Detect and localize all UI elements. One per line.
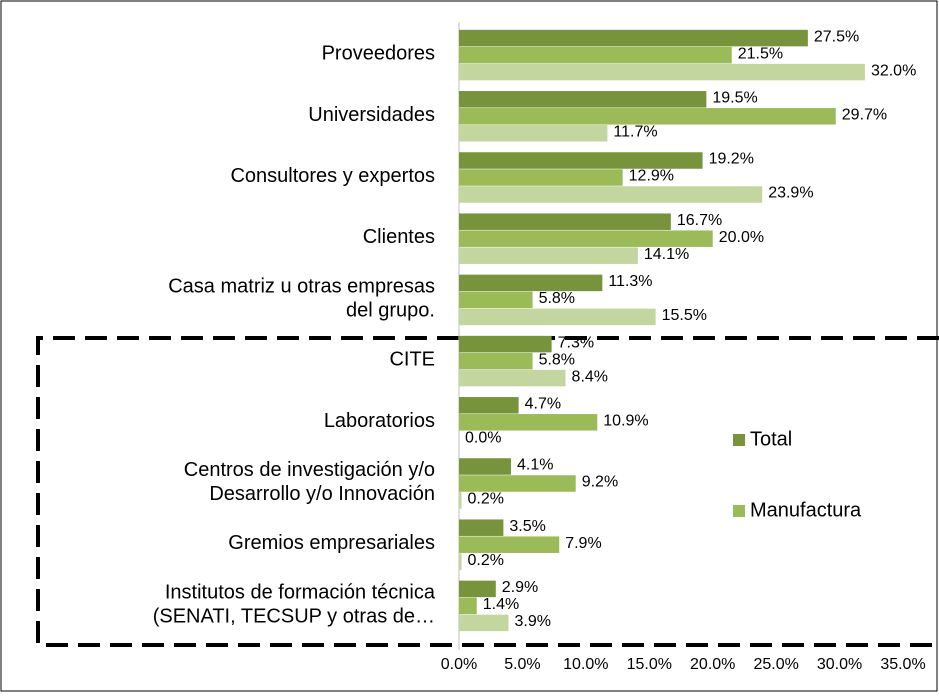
value-label: 2.9% — [502, 579, 538, 596]
bar — [459, 29, 808, 47]
x-tick-label: 20.0% — [690, 656, 735, 673]
category-label: Proveedores — [322, 43, 435, 65]
bar — [459, 475, 576, 492]
bar — [459, 308, 656, 326]
value-label: 4.1% — [517, 457, 553, 474]
value-label: 9.2% — [582, 474, 618, 491]
value-label: 10.9% — [603, 413, 648, 430]
legend-label: Manufactura — [750, 499, 862, 521]
value-label: 0.0% — [465, 430, 501, 447]
value-label: 11.7% — [613, 124, 657, 141]
bar — [459, 397, 519, 414]
category-label: Clientes — [363, 226, 435, 248]
bar — [459, 414, 598, 431]
bar — [459, 152, 703, 169]
x-tick-label: 35.0% — [880, 656, 925, 673]
value-label: 19.5% — [712, 90, 757, 107]
bar — [459, 553, 462, 570]
category-label: CITE — [389, 349, 435, 371]
value-label: 7.3% — [558, 334, 594, 351]
value-label: 4.7% — [525, 396, 561, 413]
legend-swatch — [733, 434, 745, 446]
bar — [459, 536, 560, 553]
bar — [459, 274, 603, 292]
bar — [459, 369, 566, 387]
bar — [459, 213, 671, 230]
value-label: 3.5% — [509, 518, 545, 535]
value-label: 32.0% — [871, 62, 916, 79]
x-tick-label: 15.0% — [627, 656, 672, 673]
x-tick-label: 0.0% — [441, 656, 477, 673]
bar — [459, 519, 504, 536]
value-label: 12.9% — [629, 168, 674, 185]
category-label: Centros de investigación y/o Desarrollo y… — [184, 459, 435, 505]
bar — [459, 186, 763, 203]
value-label: 0.2% — [468, 491, 504, 508]
value-label: 11.3% — [608, 273, 652, 290]
value-label: 29.7% — [842, 107, 887, 124]
bar — [459, 125, 608, 142]
value-label: 8.4% — [572, 368, 608, 385]
bar — [459, 46, 732, 64]
bar — [459, 247, 638, 264]
value-label: 15.5% — [662, 307, 707, 324]
bar — [459, 169, 623, 186]
value-label: 27.5% — [814, 28, 859, 45]
value-label: 19.2% — [709, 151, 754, 168]
value-label: 23.9% — [768, 185, 813, 202]
value-label: 7.9% — [565, 535, 601, 552]
category-label: Consultores y expertos — [230, 165, 435, 187]
bar — [459, 458, 512, 475]
bar — [459, 580, 496, 598]
category-label: Casa matriz u otras empresas del grupo. — [168, 276, 435, 322]
value-label: 5.8% — [539, 290, 575, 307]
value-label: 0.2% — [468, 552, 504, 569]
category-label: Gremios empresariales — [228, 532, 435, 554]
value-label: 21.5% — [738, 45, 783, 62]
value-label: 1.4% — [483, 596, 519, 613]
legend-swatch — [733, 505, 745, 517]
bar — [459, 63, 865, 81]
x-tick-label: 25.0% — [753, 656, 798, 673]
x-tick-label: 5.0% — [504, 656, 540, 673]
bar — [459, 108, 836, 125]
category-label: Universidades — [308, 104, 435, 126]
bar — [459, 614, 509, 632]
bar — [459, 291, 533, 309]
category-label: Laboratorios — [324, 410, 435, 432]
legend-label: Total — [750, 428, 792, 450]
bar — [459, 91, 707, 108]
value-label: 3.9% — [514, 613, 550, 630]
x-tick-label: 30.0% — [817, 656, 862, 673]
bar — [459, 492, 462, 509]
bar — [459, 230, 713, 247]
value-label: 20.0% — [719, 229, 764, 246]
category-label: Institutos de formación técnica (SENATI, … — [153, 582, 436, 628]
bar — [459, 597, 477, 615]
bar — [459, 352, 533, 370]
value-label: 14.1% — [644, 246, 689, 263]
bar — [459, 335, 552, 353]
value-label: 16.7% — [677, 212, 722, 229]
x-tick-label: 10.0% — [563, 656, 608, 673]
value-label: 5.8% — [539, 351, 575, 368]
